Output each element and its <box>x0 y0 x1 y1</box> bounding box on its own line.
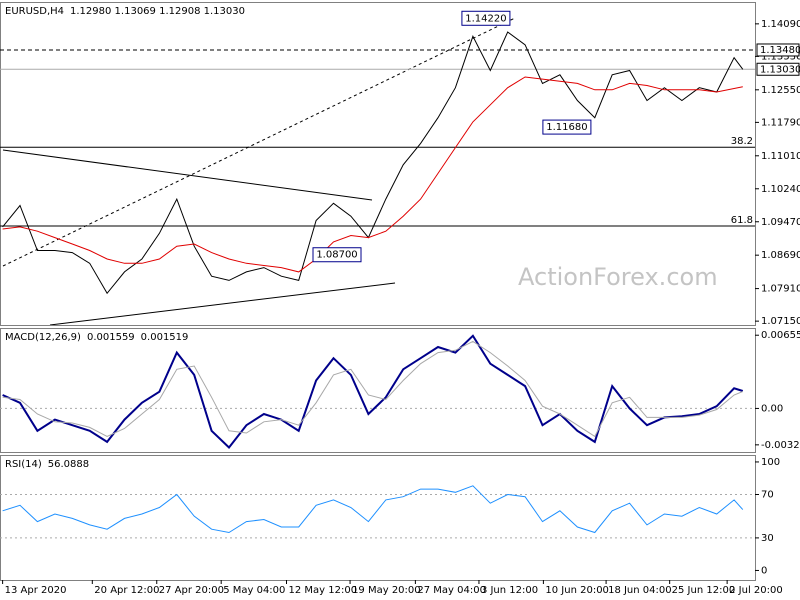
series-line <box>2 340 743 438</box>
y-tick-label: 1.07910 <box>761 284 800 295</box>
series-line <box>2 334 744 449</box>
panel-title-name: EURUSD,H4 <box>5 6 64 17</box>
watermark: ActionForex.com <box>518 263 718 291</box>
x-tick-label: 20 Apr 12:00 <box>94 585 159 596</box>
x-tick-label: 27 Apr 20:00 <box>159 585 224 596</box>
x-tick-label: 5 May 04:00 <box>223 585 285 596</box>
y-tick-label: 1.08690 <box>761 250 800 261</box>
price-label: 1.13030 <box>760 64 800 75</box>
y-tick-label: 0 <box>761 565 767 576</box>
y-tick-label: 30 <box>761 533 774 544</box>
x-tick-label: 12 May 12:00 <box>288 585 357 596</box>
series-line <box>2 485 744 534</box>
trend-line <box>49 282 396 326</box>
x-tick-label: 18 Jun 04:00 <box>608 585 672 596</box>
panel-title-value: 56.0888 <box>48 459 89 470</box>
annotation-box <box>312 247 362 263</box>
price-box <box>756 43 800 57</box>
trend-line <box>2 149 373 201</box>
panel-title-values: 1.12980 1.13069 1.12908 1.13030 <box>70 6 245 17</box>
y-tick-label: 1.11790 <box>761 117 800 128</box>
y-tick-label: 1.11010 <box>761 151 800 162</box>
x-tick-label: 19 May 20:00 <box>352 585 421 596</box>
panel-border <box>0 328 756 453</box>
trend-line <box>2 17 516 267</box>
panel-title-name: RSI(14) <box>5 459 42 470</box>
y-tick-label: 0.006554 <box>761 330 800 341</box>
y-tick-label: 1.12550 <box>761 85 800 96</box>
y-tick-label: 100 <box>761 457 780 468</box>
annotation-box <box>461 10 511 26</box>
x-tick-label: 25 Jun 12:00 <box>672 585 736 596</box>
x-tick-label: 2 Jul 20:00 <box>729 585 783 596</box>
panel-border <box>0 455 756 581</box>
y-tick-label: 1.13330 <box>761 51 800 62</box>
price-label: 1.13480 <box>760 45 800 56</box>
panel-title-value: 0.001519 <box>141 332 189 343</box>
annotation-label: 1.11680 <box>546 122 587 133</box>
y-tick-label: 1.14090 <box>761 19 800 30</box>
x-tick-label: 3 Jun 12:00 <box>481 585 538 596</box>
y-tick-label: 0.00 <box>761 403 783 414</box>
annotation-box <box>542 119 592 135</box>
x-tick-label: 13 Apr 2020 <box>5 585 67 596</box>
price-box <box>756 62 800 76</box>
x-tick-label: 27 May 04:00 <box>417 585 486 596</box>
panel-title-name: MACD(12,26,9) <box>5 332 81 343</box>
y-tick-label: -0.003259 <box>761 440 800 451</box>
y-tick-label: 1.09470 <box>761 217 800 228</box>
y-tick-label: 1.10240 <box>761 184 800 195</box>
panel-title: MACD(12,26,9) 0.001559 0.001519 <box>5 332 188 343</box>
x-tick-label: 10 Jun 20:00 <box>545 585 609 596</box>
panel-title-value: 0.001559 <box>87 332 135 343</box>
fib-label: 38.2 <box>731 136 753 147</box>
panel-title: EURUSD,H4 1.12980 1.13069 1.12908 1.13030 <box>5 6 245 17</box>
annotation-label: 1.08700 <box>316 250 357 261</box>
series-line <box>2 31 744 295</box>
panel-title: RSI(14) 56.0888 <box>5 459 89 470</box>
series-line <box>2 76 743 273</box>
annotation-label: 1.14220 <box>465 13 506 24</box>
panel-border <box>0 2 756 326</box>
y-tick-label: 1.07150 <box>761 316 800 327</box>
fib-label: 61.8 <box>731 215 753 226</box>
y-tick-label: 70 <box>761 489 774 500</box>
